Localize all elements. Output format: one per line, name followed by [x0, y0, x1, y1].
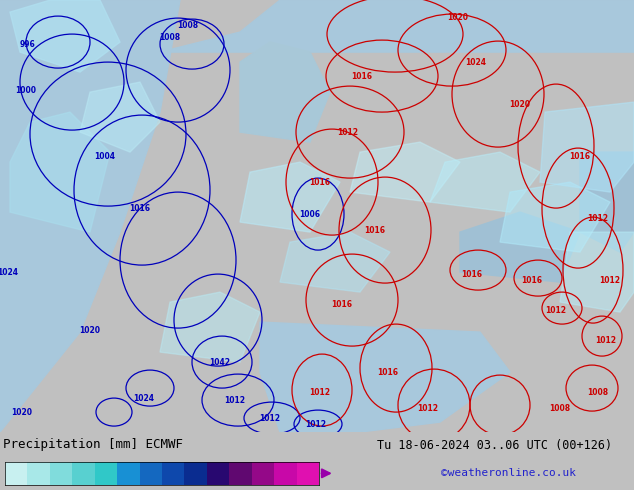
Polygon shape — [430, 152, 540, 212]
Polygon shape — [280, 232, 390, 292]
Polygon shape — [160, 292, 260, 362]
Text: 1016: 1016 — [522, 275, 543, 285]
Text: 1042: 1042 — [209, 358, 231, 367]
Text: 1008: 1008 — [588, 388, 609, 396]
Text: 1024: 1024 — [0, 268, 18, 276]
Text: 1012: 1012 — [600, 275, 621, 285]
Text: 996: 996 — [20, 40, 36, 49]
Text: 1012: 1012 — [224, 395, 245, 405]
Text: 1016: 1016 — [332, 299, 353, 309]
Text: 1016: 1016 — [309, 177, 330, 187]
Text: 1012: 1012 — [337, 127, 358, 137]
Text: 1012: 1012 — [309, 388, 330, 396]
Text: 1006: 1006 — [299, 210, 321, 219]
Text: 1016: 1016 — [462, 270, 482, 279]
Text: 1016: 1016 — [129, 203, 150, 213]
Text: 1012: 1012 — [418, 404, 439, 413]
Text: 1020: 1020 — [79, 325, 101, 335]
Polygon shape — [460, 212, 580, 282]
Polygon shape — [560, 232, 634, 312]
Text: 1020: 1020 — [448, 13, 469, 22]
Text: 1016: 1016 — [351, 72, 373, 80]
Text: 1016: 1016 — [377, 368, 399, 377]
Polygon shape — [580, 152, 634, 252]
Text: 1008: 1008 — [178, 21, 198, 29]
Text: Tu 18-06-2024 03..06 UTC (00+126): Tu 18-06-2024 03..06 UTC (00+126) — [377, 439, 612, 452]
Text: 1012: 1012 — [259, 414, 280, 422]
Text: 1012: 1012 — [595, 336, 616, 344]
Polygon shape — [10, 0, 120, 72]
Text: Precipitation [mm] ECMWF: Precipitation [mm] ECMWF — [3, 438, 183, 451]
Text: ©weatheronline.co.uk: ©weatheronline.co.uk — [441, 467, 576, 478]
Text: 1016: 1016 — [569, 151, 590, 161]
Polygon shape — [500, 182, 610, 252]
Polygon shape — [240, 42, 330, 142]
Text: 1012: 1012 — [588, 214, 609, 222]
Text: 1016: 1016 — [365, 225, 385, 235]
Polygon shape — [240, 162, 340, 232]
Text: 1024: 1024 — [134, 393, 155, 403]
Polygon shape — [80, 82, 160, 152]
Polygon shape — [350, 142, 460, 202]
Polygon shape — [260, 322, 510, 432]
Text: 1008: 1008 — [159, 33, 181, 42]
Text: 1012: 1012 — [545, 306, 567, 315]
Text: 1012: 1012 — [306, 419, 327, 429]
Polygon shape — [160, 0, 634, 52]
Text: 1020: 1020 — [11, 408, 32, 416]
Text: 1008: 1008 — [550, 404, 571, 413]
Text: 1024: 1024 — [465, 58, 486, 67]
Text: 1020: 1020 — [510, 99, 531, 109]
Polygon shape — [10, 112, 110, 232]
Text: 1004: 1004 — [94, 151, 115, 161]
Polygon shape — [0, 0, 180, 432]
Text: 1000: 1000 — [15, 86, 37, 95]
Polygon shape — [540, 102, 634, 192]
